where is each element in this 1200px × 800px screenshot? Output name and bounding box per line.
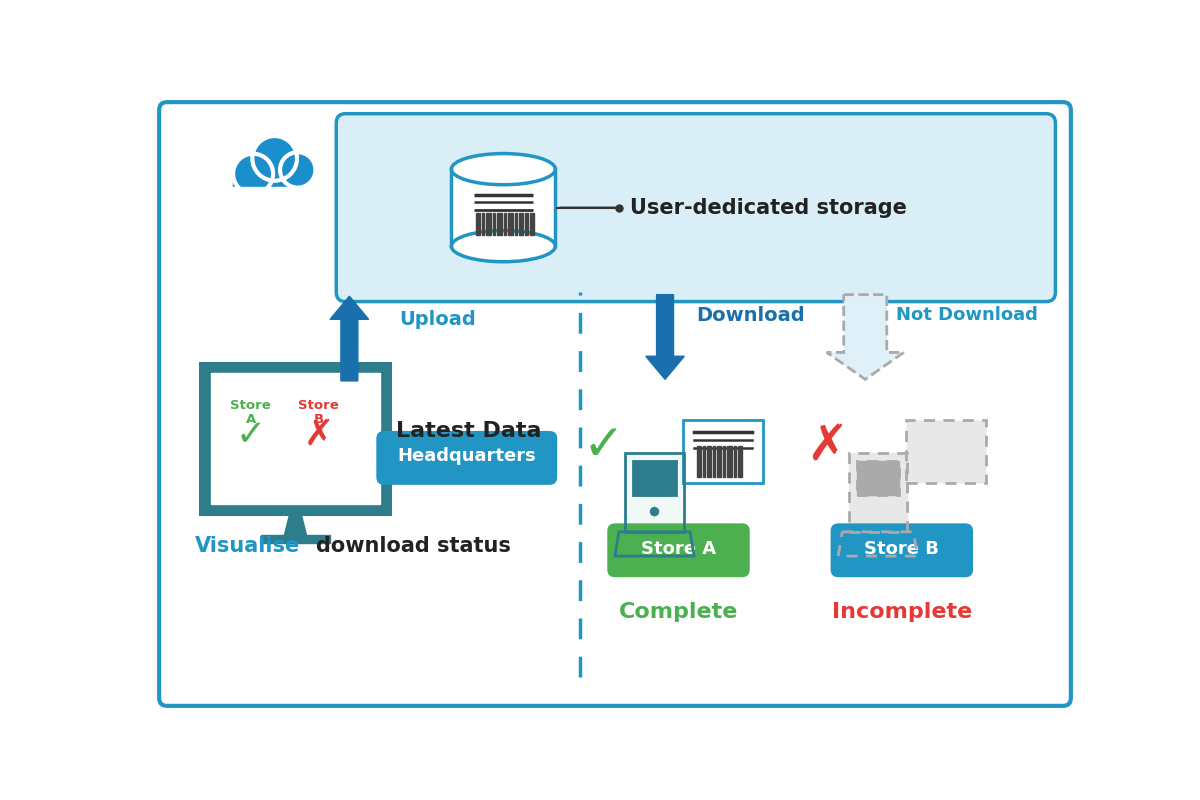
Text: Headquarters: Headquarters: [397, 447, 536, 466]
FancyBboxPatch shape: [199, 362, 391, 516]
Bar: [475, 213, 480, 234]
Text: Download: Download: [696, 306, 804, 325]
Circle shape: [650, 507, 659, 516]
Circle shape: [252, 136, 296, 181]
Bar: [703, 446, 704, 477]
Bar: [486, 213, 491, 234]
Bar: [733, 446, 736, 477]
Bar: [727, 446, 732, 477]
Bar: [233, 169, 304, 189]
Polygon shape: [848, 453, 907, 532]
Text: Latest Data: Latest Data: [396, 421, 541, 441]
Text: ✓: ✓: [235, 418, 266, 452]
Polygon shape: [857, 461, 899, 495]
Text: ✓: ✓: [582, 422, 624, 470]
Polygon shape: [827, 294, 904, 379]
Bar: [697, 446, 701, 477]
Text: User-dedicated storage: User-dedicated storage: [630, 198, 907, 218]
FancyArrow shape: [646, 294, 684, 379]
Text: Complete: Complete: [619, 602, 738, 622]
Polygon shape: [634, 461, 676, 495]
Polygon shape: [838, 532, 918, 556]
FancyBboxPatch shape: [906, 420, 986, 483]
Bar: [718, 446, 721, 477]
FancyBboxPatch shape: [377, 431, 557, 485]
Bar: [738, 446, 742, 477]
Ellipse shape: [451, 230, 556, 262]
Bar: [232, 187, 307, 211]
Bar: [451, 169, 556, 246]
Bar: [724, 446, 726, 477]
Text: Upload: Upload: [400, 310, 476, 329]
Polygon shape: [614, 532, 694, 556]
Text: Store B: Store B: [864, 540, 940, 558]
Text: Store A: Store A: [641, 540, 716, 558]
Bar: [526, 213, 528, 234]
Bar: [529, 213, 534, 234]
Bar: [493, 213, 496, 234]
FancyBboxPatch shape: [683, 420, 763, 483]
Text: download status: download status: [317, 537, 511, 557]
Text: Visualise: Visualise: [196, 537, 301, 557]
Bar: [211, 373, 380, 504]
Polygon shape: [284, 516, 307, 538]
Ellipse shape: [451, 154, 556, 185]
FancyBboxPatch shape: [160, 102, 1070, 706]
Text: Store
B: Store B: [298, 398, 338, 426]
Bar: [504, 213, 506, 234]
Text: Not Download: Not Download: [896, 306, 1038, 325]
Text: Store
A: Store A: [230, 398, 271, 426]
Bar: [497, 213, 502, 234]
Bar: [515, 213, 517, 234]
Bar: [482, 213, 485, 234]
Bar: [707, 446, 712, 477]
Circle shape: [233, 154, 274, 194]
FancyBboxPatch shape: [830, 523, 973, 578]
Bar: [518, 213, 523, 234]
Text: Incomplete: Incomplete: [832, 602, 972, 622]
FancyBboxPatch shape: [336, 114, 1056, 302]
Text: ✗: ✗: [304, 418, 334, 452]
FancyBboxPatch shape: [607, 523, 750, 578]
Polygon shape: [625, 453, 684, 532]
Text: ✗: ✗: [806, 422, 847, 470]
Bar: [508, 213, 512, 234]
Bar: [713, 446, 715, 477]
Bar: [260, 535, 330, 542]
FancyArrow shape: [330, 296, 368, 381]
Circle shape: [280, 152, 316, 188]
